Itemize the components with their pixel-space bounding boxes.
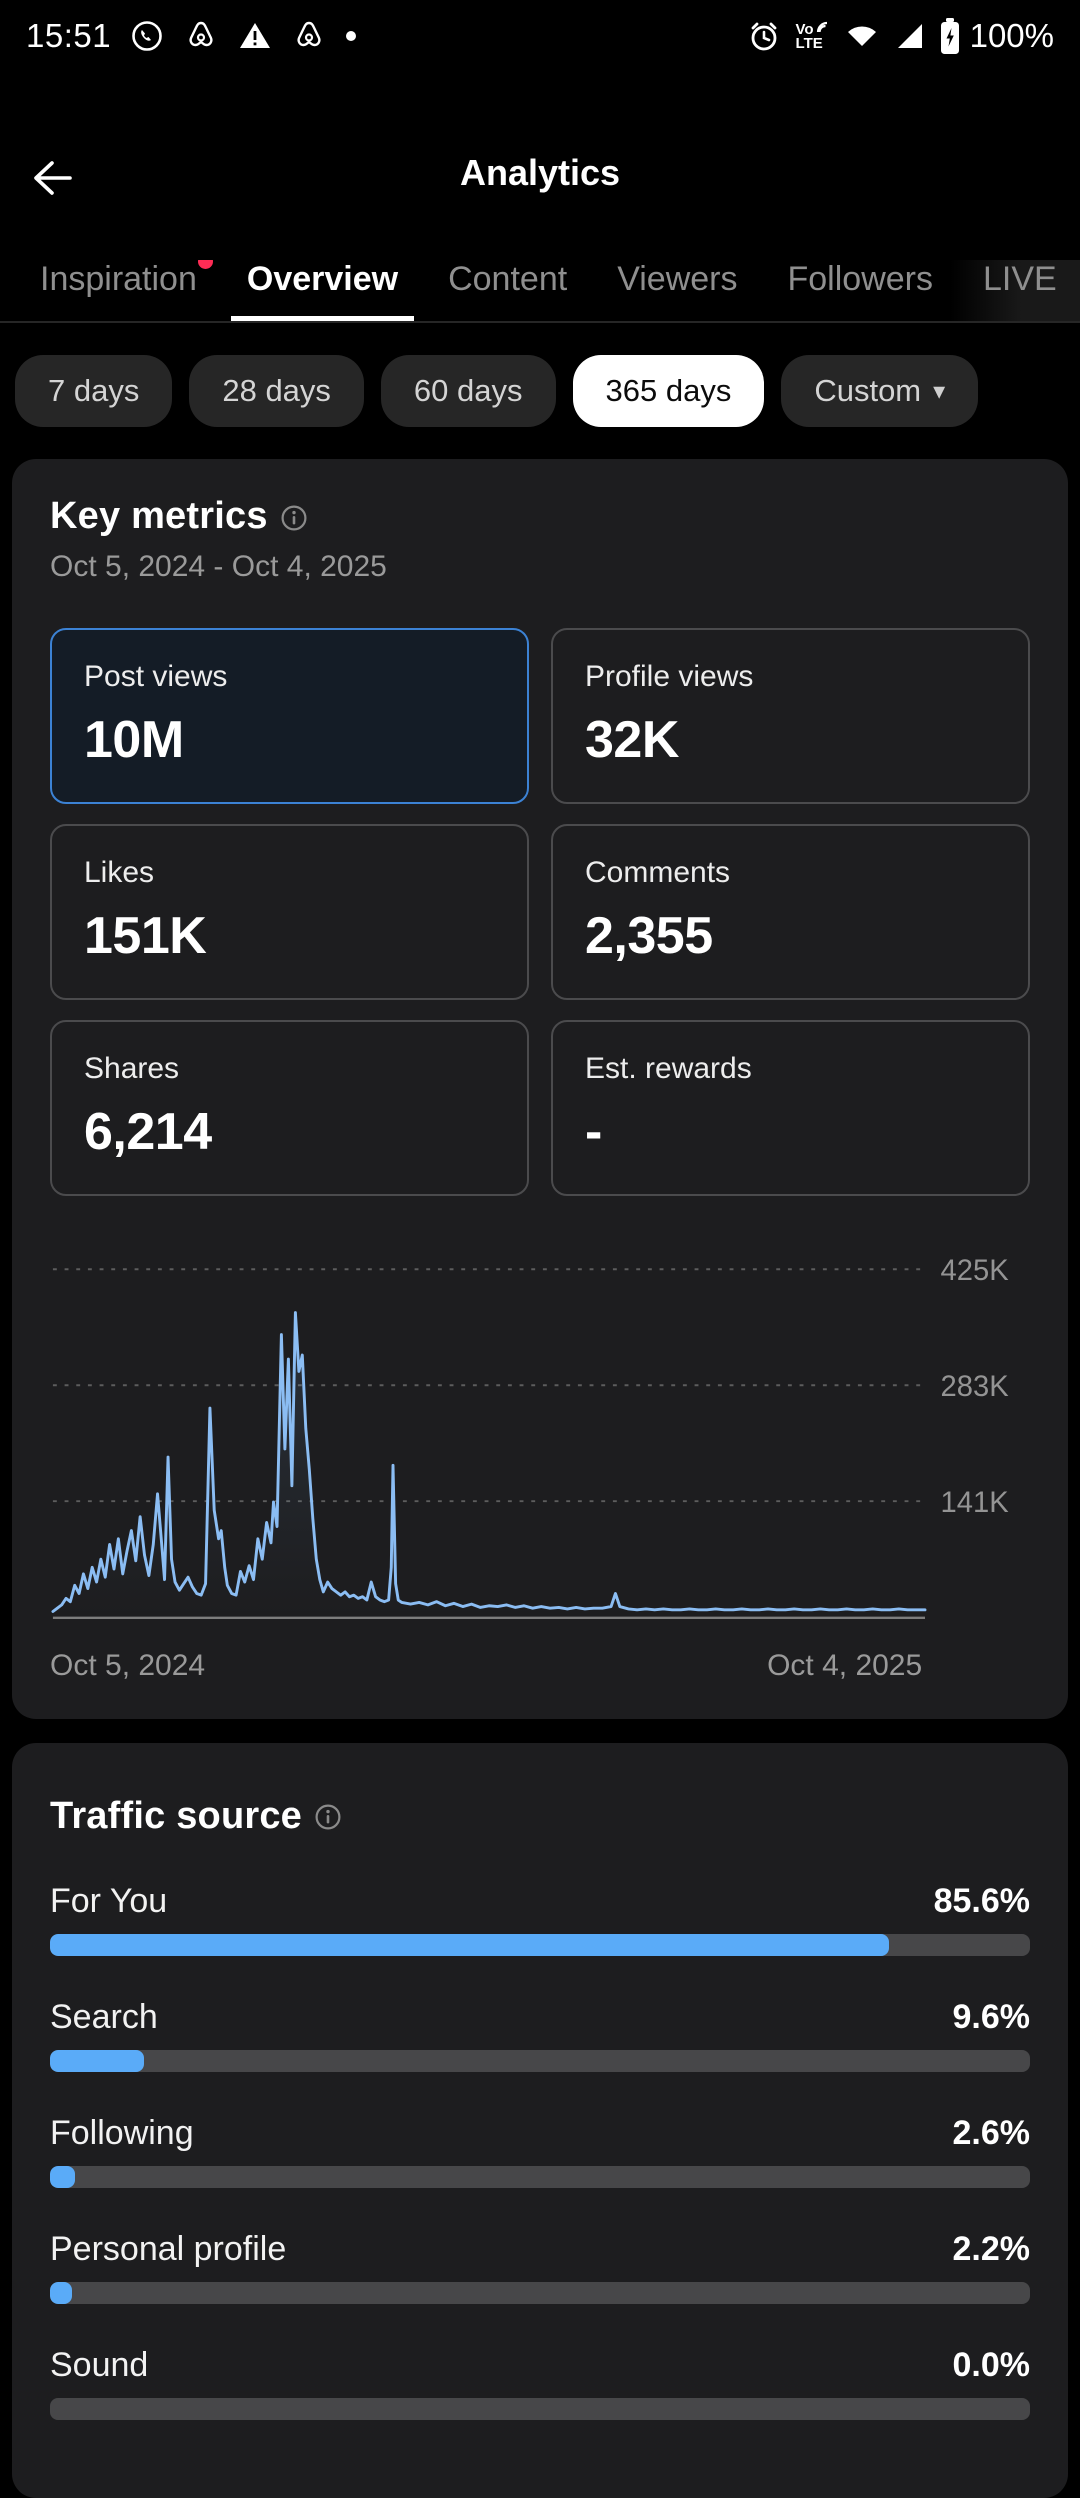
- status-bar: 15:51 Vo LTE 10: [0, 0, 1080, 72]
- line-chart-svg[interactable]: 141K 283K 425K: [50, 1244, 1030, 1645]
- page-title: Analytics: [459, 152, 621, 193]
- clock-time: 15:51: [26, 17, 112, 54]
- notification-dot: [197, 260, 213, 269]
- svg-text:141K: 141K: [941, 1487, 1010, 1519]
- airbnb-outline-icon: [291, 18, 327, 54]
- filter-60-days[interactable]: 60 days: [380, 355, 556, 427]
- svg-text:283K: 283K: [941, 1371, 1010, 1403]
- cellular-signal-icon: [894, 21, 926, 51]
- post-views-chart[interactable]: 141K 283K 425K Oct 5, 2024 Oct 4, 2025: [50, 1244, 1030, 1683]
- traffic-source-title: Traffic source: [50, 1794, 303, 1837]
- metric-tile-comments[interactable]: Comments 2,355: [551, 824, 1030, 1000]
- battery-percent: 100%: [969, 17, 1054, 54]
- metric-tile-likes[interactable]: Likes 151K: [50, 824, 529, 1000]
- traffic-row-following: Following 2.6%: [50, 2114, 1030, 2188]
- progress-bar: [50, 2397, 1030, 2420]
- metric-tile-shares[interactable]: Shares 6,214: [50, 1020, 529, 1196]
- metric-tile-profile-views[interactable]: Profile views 32K: [551, 628, 1030, 804]
- date-range-label: Oct 5, 2024 - Oct 4, 2025: [50, 550, 387, 583]
- x-axis-end-label: Oct 4, 2025: [767, 1648, 923, 1682]
- warning-icon: [237, 18, 273, 54]
- traffic-row-personal-profile: Personal profile 2.2%: [50, 2230, 1030, 2304]
- back-arrow-icon[interactable]: [28, 156, 76, 200]
- tab-inspiration[interactable]: Inspiration: [40, 260, 213, 321]
- overflow-dot-icon: [345, 30, 357, 42]
- traffic-row-search: Search 9.6%: [50, 1998, 1030, 2072]
- battery-charging-icon: [940, 17, 960, 55]
- info-icon[interactable]: [280, 504, 308, 532]
- traffic-row-sound: Sound 0.0%: [50, 2346, 1030, 2420]
- key-metrics-title: Key metrics: [50, 495, 268, 537]
- tab-bar: Inspiration Overview Content Viewers Fol…: [0, 260, 1080, 323]
- progress-bar: [50, 2049, 1030, 2072]
- whatsapp-icon: [129, 18, 165, 54]
- info-icon[interactable]: [314, 1803, 342, 1831]
- tab-overview[interactable]: Overview: [230, 260, 415, 321]
- filter-custom[interactable]: Custom ▾: [781, 355, 979, 427]
- metric-tiles: Post views 10M Profile views 32K Likes 1…: [50, 628, 1030, 1196]
- airbnb-icon: [183, 18, 219, 54]
- tab-bar-edge-scrim: [950, 260, 1080, 321]
- svg-text:425K: 425K: [941, 1255, 1010, 1287]
- metric-tile-est-rewards[interactable]: Est. rewards -: [551, 1020, 1030, 1196]
- tab-live[interactable]: LIVE: [982, 260, 1057, 298]
- tab-viewers[interactable]: Viewers: [617, 260, 738, 298]
- volte-icon: Vo LTE: [796, 21, 830, 51]
- x-axis-labels: Oct 5, 2024 Oct 4, 2025: [50, 1649, 922, 1683]
- traffic-source-card: Traffic source For You 85.6% Search 9.6%…: [12, 1742, 1068, 2498]
- key-metrics-card: Key metrics Oct 5, 2024 - Oct 4, 2025 Po…: [12, 459, 1068, 1719]
- progress-bar: [50, 1933, 1030, 1956]
- x-axis-start-label: Oct 5, 2024: [50, 1648, 206, 1682]
- tab-followers[interactable]: Followers: [787, 260, 933, 298]
- traffic-source-rows: For You 85.6% Search 9.6% Following 2.6%…: [50, 1882, 1030, 2420]
- header: Analytics: [0, 72, 1080, 198]
- progress-bar: [50, 2165, 1030, 2188]
- chevron-down-icon: ▾: [933, 377, 946, 405]
- date-range-filters: 7 days 28 days 60 days 365 days Custom ▾: [0, 355, 1080, 427]
- metric-tile-post-views[interactable]: Post views 10M: [50, 628, 529, 804]
- filter-7-days[interactable]: 7 days: [15, 355, 173, 427]
- alarm-icon: [746, 18, 782, 54]
- progress-bar: [50, 2281, 1030, 2304]
- tab-content[interactable]: Content: [448, 260, 568, 298]
- filter-365-days[interactable]: 365 days: [572, 355, 765, 427]
- traffic-row-for-you: For You 85.6%: [50, 1882, 1030, 1956]
- wifi-icon: [844, 20, 880, 52]
- filter-28-days[interactable]: 28 days: [189, 355, 364, 427]
